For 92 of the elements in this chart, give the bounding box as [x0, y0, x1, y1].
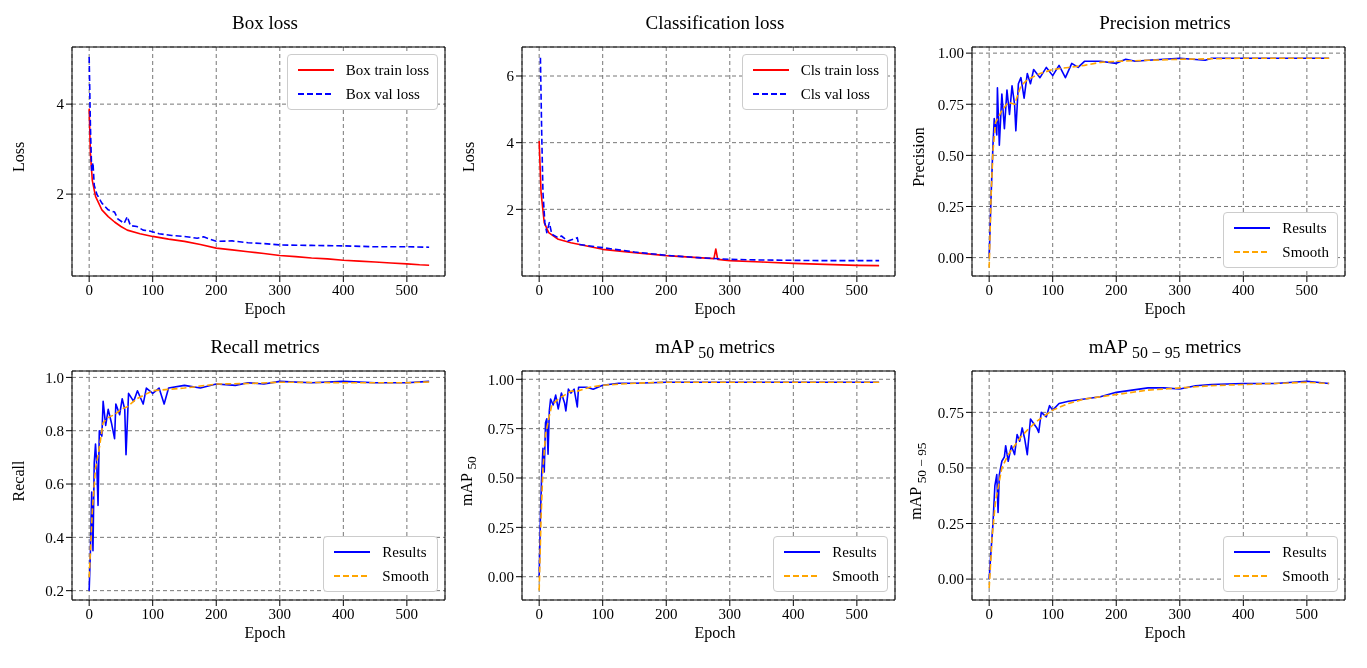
x-tick-label: 500	[395, 605, 419, 622]
x-tick-label: 300	[718, 281, 742, 298]
x-tick-label: 100	[1041, 605, 1064, 622]
chart-title: mAP $_{50 − 95}$ metrics	[1087, 335, 1243, 362]
x-tick-label: 300	[268, 605, 292, 622]
x-tick-label: 200	[654, 605, 678, 622]
y-tick-label: 0.75	[487, 420, 514, 437]
x-tick-label: 400	[332, 281, 355, 298]
y-tick-label: 2	[56, 186, 64, 203]
x-tick-label: 0	[535, 281, 543, 298]
legend-label: Smooth	[1282, 567, 1329, 586]
x-axis-title: Epoch	[243, 624, 287, 644]
y-tick-label: 2	[506, 201, 514, 218]
x-tick-label: 500	[845, 605, 869, 622]
y-tick-label: 4	[506, 134, 515, 151]
line-series	[539, 56, 880, 262]
y-tick-label: 0.4	[45, 529, 65, 546]
x-tick-label: 500	[1295, 605, 1319, 622]
x-tick-label: 400	[782, 605, 805, 622]
x-tick-label: 100	[591, 281, 614, 298]
x-tick-label: 0	[985, 605, 993, 622]
x-tick-label: 100	[1041, 281, 1064, 298]
legend-label: Smooth	[1282, 243, 1329, 262]
x-tick-label: 500	[395, 281, 419, 298]
legend-label: Results	[832, 543, 877, 562]
x-tick-label: 200	[204, 281, 228, 298]
legend-label: Cls train loss	[800, 61, 879, 80]
x-axis-title: Epoch	[1143, 624, 1187, 644]
y-tick-label: 6	[506, 68, 515, 85]
x-tick-label: 500	[845, 281, 869, 298]
legend-label: Smooth	[832, 567, 879, 586]
y-tick-label: 0.50	[937, 460, 964, 477]
legend-label: Results	[382, 543, 427, 562]
y-tick-label: 0.50	[487, 470, 514, 487]
legend-label: Box train loss	[345, 61, 429, 80]
x-tick-label: 400	[332, 605, 355, 622]
y-tick-label: 0.75	[937, 96, 964, 113]
line-series	[538, 140, 880, 267]
legend-label: Box val loss	[345, 85, 420, 104]
y-axis-title: Loss	[460, 141, 478, 173]
y-tick-label: 0.25	[937, 198, 964, 215]
legend-label: Results	[1282, 543, 1327, 562]
line-series	[88, 107, 430, 266]
x-tick-label: 0	[85, 281, 93, 298]
legend-label: Smooth	[382, 567, 429, 586]
x-tick-label: 300	[268, 281, 292, 298]
x-axis-title: Epoch	[1143, 300, 1187, 320]
chart-title: Precision metrics	[1098, 11, 1232, 35]
x-tick-label: 200	[204, 605, 228, 622]
line-series	[88, 56, 430, 249]
y-tick-label: 0.25	[487, 519, 514, 536]
y-tick-label: 0.00	[487, 569, 514, 586]
y-tick-label: 0.00	[937, 249, 964, 266]
y-tick-label: 1.00	[487, 371, 514, 388]
y-tick-label: 0.2	[45, 582, 64, 599]
x-tick-label: 500	[1295, 281, 1319, 298]
x-axis-title: Epoch	[693, 300, 737, 320]
x-tick-label: 0	[535, 605, 543, 622]
y-axis-title: Loss	[10, 141, 28, 173]
chart-title: mAP $_{50}$ metrics	[654, 335, 776, 362]
x-tick-label: 0	[985, 281, 993, 298]
x-tick-label: 100	[141, 281, 164, 298]
x-tick-label: 400	[1232, 281, 1255, 298]
x-tick-label: 100	[591, 605, 614, 622]
chart-title: Recall metrics	[209, 335, 321, 359]
y-tick-label: 0.8	[45, 423, 64, 440]
y-tick-label: 4	[56, 96, 65, 113]
x-tick-label: 200	[1104, 281, 1128, 298]
x-tick-label: 200	[654, 281, 678, 298]
y-tick-label: 0.00	[937, 571, 964, 588]
x-tick-label: 300	[1168, 281, 1192, 298]
x-tick-label: 0	[85, 605, 93, 622]
legend-label: Cls val loss	[800, 85, 870, 104]
x-tick-label: 300	[1168, 605, 1192, 622]
legend-label: Results	[1282, 219, 1327, 238]
y-axis-title: Precision	[910, 127, 928, 187]
x-tick-label: 400	[1232, 605, 1255, 622]
y-tick-label: 1.00	[937, 45, 964, 62]
x-tick-label: 300	[718, 605, 742, 622]
y-tick-label: 0.50	[937, 147, 964, 164]
chart-title: Box loss	[231, 11, 299, 35]
x-tick-label: 400	[782, 281, 805, 298]
y-tick-label: 0.25	[937, 515, 964, 532]
x-axis-title: Epoch	[243, 300, 287, 320]
x-tick-label: 200	[1104, 605, 1128, 622]
y-tick-label: 0.75	[937, 404, 964, 421]
x-axis-title: Epoch	[693, 624, 737, 644]
y-tick-label: 1.0	[45, 369, 64, 386]
y-tick-label: 0.6	[45, 476, 65, 493]
chart-title: Classification loss	[644, 11, 786, 35]
x-tick-label: 100	[141, 605, 164, 622]
y-axis-title: Recall	[10, 460, 28, 502]
